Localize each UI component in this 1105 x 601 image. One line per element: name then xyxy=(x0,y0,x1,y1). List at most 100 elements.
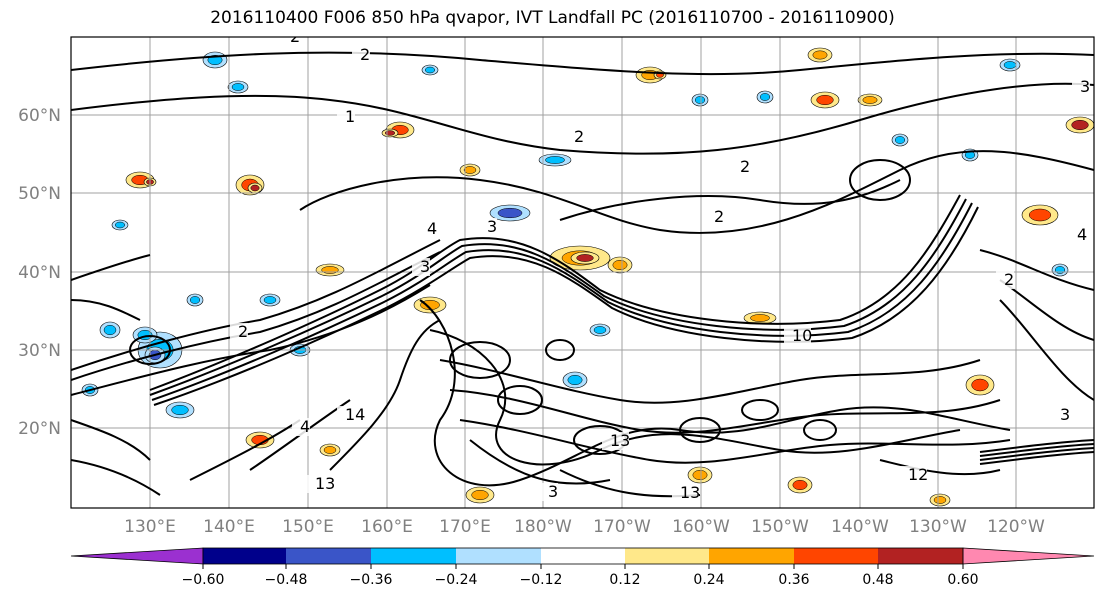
contour-label: 2 xyxy=(238,322,248,341)
colorbar-tick-label: 0.24 xyxy=(693,572,724,588)
longitude-label: 130°W xyxy=(909,517,967,537)
contour-label: 2 xyxy=(740,157,750,176)
qvapor-patch-core xyxy=(933,496,947,504)
qvapor-shading xyxy=(81,47,1094,507)
qvapor-patch-core xyxy=(692,469,708,481)
contour-label: 4 xyxy=(427,219,437,238)
longitude-label: 160°E xyxy=(361,517,413,537)
qvapor-patch-core xyxy=(1054,266,1066,274)
contour-label: 3 xyxy=(487,217,497,236)
latitude-label: 50°N xyxy=(18,184,61,204)
qvapor-patch-core xyxy=(231,83,245,91)
longitude-label: 150°E xyxy=(282,517,334,537)
colorbar-tick-label: −0.12 xyxy=(520,572,563,588)
map-title: 2016110400 F006 850 hPa qvapor, IVT Land… xyxy=(210,8,895,28)
colorbar-tick-label: 0.48 xyxy=(862,572,893,588)
colorbar-tick-label: 0.12 xyxy=(609,572,640,588)
qvapor-patch-core xyxy=(862,96,878,104)
qvapor-patch-core xyxy=(189,296,201,304)
contour-label: 3 xyxy=(548,482,558,501)
contour-label: 4 xyxy=(300,417,310,436)
colorbar-bin xyxy=(286,548,371,564)
colorbar-bin xyxy=(371,548,456,564)
contour-label: 2 xyxy=(714,207,724,226)
qvapor-patch-core xyxy=(971,378,989,392)
ivt-contours xyxy=(71,51,1094,498)
qvapor-patch-core xyxy=(759,93,771,101)
contour-label: 2 xyxy=(360,45,370,64)
longitude-label: 140°E xyxy=(203,517,255,537)
qvapor-patch-core xyxy=(750,314,770,322)
contour-label: 2 xyxy=(1004,270,1014,289)
contour-label: 10 xyxy=(792,326,812,345)
qvapor-patch-core xyxy=(323,446,337,454)
longitude-label: 130°E xyxy=(124,517,176,537)
colorbar-bin xyxy=(709,548,794,564)
longitude-label: 170°E xyxy=(439,517,491,537)
colorbar-bin xyxy=(794,548,878,564)
qvapor-patch-core xyxy=(576,254,594,262)
colorbar-tick-label: −0.48 xyxy=(265,572,308,588)
colorbar-extend-min xyxy=(70,547,204,565)
colorbar-tick-label: −0.24 xyxy=(435,572,478,588)
qvapor-patch-core xyxy=(471,489,489,501)
colorbar-extend-max xyxy=(962,547,1095,565)
qvapor-patch-core xyxy=(463,166,477,174)
qvapor-patch-core xyxy=(103,324,117,336)
longitude-label: 120°W xyxy=(987,517,1045,537)
qvapor-patch-core xyxy=(1071,119,1089,131)
colorbar-bin xyxy=(541,548,625,564)
qvapor-patch-core xyxy=(545,156,565,164)
longitude-label: 140°W xyxy=(831,517,889,537)
contour-label: 2 xyxy=(290,27,300,46)
colorbar-bin xyxy=(203,548,286,564)
qvapor-patch-core xyxy=(694,96,706,104)
contour-label: 1 xyxy=(345,107,355,126)
latitude-label: 20°N xyxy=(18,419,61,439)
qvapor-patch-core xyxy=(424,66,436,74)
qvapor-patch-core xyxy=(593,326,607,334)
longitude-label: 180°W xyxy=(514,517,572,537)
colorbar-bin xyxy=(456,548,541,564)
contour-label: 13 xyxy=(315,474,335,493)
contour-label: 3 xyxy=(1080,77,1090,96)
qvapor-patch-core xyxy=(792,479,808,491)
qvapor-patch-core xyxy=(384,130,396,136)
qvapor-patch-core xyxy=(250,184,260,192)
qvapor-patch-core xyxy=(1003,61,1017,69)
latitude-label: 30°N xyxy=(18,341,61,361)
colorbar-tick-label: 0.36 xyxy=(778,572,809,588)
contour-label: 3 xyxy=(1060,405,1070,424)
colorbar: −0.60 −0.48 −0.36 −0.24 −0.12 0.12 0.24 0.36 0.4… xyxy=(70,547,1095,588)
map-frame xyxy=(70,36,1095,509)
colorbar-tick-label: −0.36 xyxy=(350,572,393,588)
latitude-label: 40°N xyxy=(18,263,61,283)
qvapor-patch-core xyxy=(567,374,583,386)
colorbar-tick-label: −0.60 xyxy=(182,572,225,588)
qvapor-patch-core xyxy=(114,221,126,229)
longitude-label: 150°W xyxy=(751,517,809,537)
longitude-label: 170°W xyxy=(593,517,651,537)
qvapor-patch-core xyxy=(612,259,628,271)
qvapor-patch-core xyxy=(816,94,834,106)
qvapor-patch-core xyxy=(497,207,523,219)
contour-label: 13 xyxy=(610,431,630,450)
contour-label: 13 xyxy=(680,483,700,502)
qvapor-patch-core xyxy=(263,296,277,304)
qvapor-patch-core xyxy=(812,50,828,60)
qvapor-patch-core xyxy=(171,404,189,416)
colorbar-bin xyxy=(625,548,709,564)
qvapor-patch-core xyxy=(894,136,906,144)
longitude-label: 160°W xyxy=(672,517,730,537)
contour-label: 4 xyxy=(1077,225,1087,244)
contour-label: 2 xyxy=(574,127,584,146)
qvapor-patch-core xyxy=(1028,208,1052,222)
colorbar-tick-label: 0.60 xyxy=(947,572,978,588)
latitude-label: 60°N xyxy=(18,106,61,126)
contour-label: 14 xyxy=(345,405,365,424)
colorbar-bin xyxy=(878,548,963,564)
contour-label: 12 xyxy=(908,465,928,484)
